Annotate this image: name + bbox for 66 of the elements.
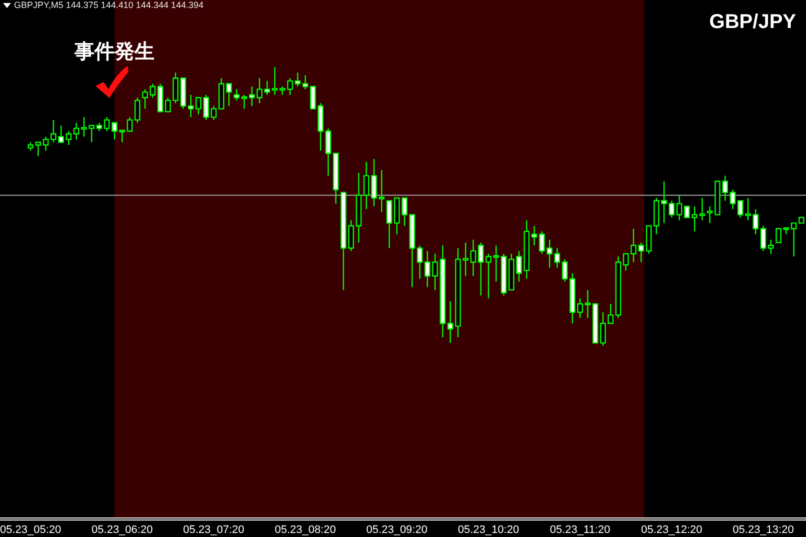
candlestick: [478, 242, 484, 296]
candlestick: [28, 142, 34, 152]
candlestick: [668, 200, 675, 218]
x-tick-label: 05.23_12:20: [641, 524, 702, 536]
x-tick-label: 05.23_05:20: [0, 524, 62, 536]
candlestick: [157, 83, 164, 112]
candlestick: [73, 122, 80, 140]
candlestick: [440, 244, 446, 338]
candlestick: [798, 216, 804, 224]
candlestick: [42, 136, 49, 152]
candlestick: [126, 116, 133, 132]
candlestick: [325, 128, 332, 176]
candlestick: [737, 200, 744, 218]
x-tick-label: 05.23_08:20: [274, 524, 336, 536]
x-tick-label: 05.23_13:20: [732, 524, 794, 536]
candlestick: [699, 197, 706, 221]
candlestick: [356, 172, 362, 244]
candlestick: [218, 78, 224, 110]
text: GBPJPY,M5 144.375 144.410 144.344 144.394: [14, 0, 204, 10]
candlestick: [150, 83, 156, 98]
candlestick: [409, 214, 416, 288]
candlestick: [416, 244, 423, 280]
candlestick: [790, 222, 797, 258]
candlestick: [134, 97, 140, 124]
candlestick: [615, 256, 622, 318]
candlestick: [554, 248, 560, 268]
chart-title: GBP/JPY: [709, 11, 797, 33]
candlestick: [447, 300, 454, 344]
candlestick: [500, 253, 507, 296]
candlestick: [584, 289, 591, 318]
candlestick: [241, 94, 248, 110]
candlestick: [531, 225, 538, 246]
candlestick: [470, 239, 476, 277]
candlestick: [676, 194, 682, 221]
x-tick-label: 05.23_07:20: [183, 524, 244, 536]
candlestick: [730, 189, 736, 210]
candlestick: [272, 66, 278, 96]
x-tick-label: 05.23_11:20: [550, 524, 610, 536]
candlestick: [592, 303, 598, 344]
x-tick-label: 05.23_06:20: [92, 524, 153, 536]
candlestick: [302, 74, 308, 90]
candlestick: [104, 116, 110, 132]
text: 事件発生: [73, 41, 154, 63]
candlestick: [188, 94, 194, 118]
candlestick: [264, 80, 270, 96]
candlestick: [332, 152, 339, 204]
candlestick: [142, 88, 148, 110]
x-tick-label: 05.23_09:20: [366, 524, 428, 536]
candlestick: [226, 83, 232, 107]
candlestick: [96, 122, 102, 132]
candlestick: [562, 258, 568, 282]
candlestick: [180, 78, 186, 110]
candlestick: [783, 227, 790, 235]
candlestick: [294, 72, 301, 88]
candlestick: [776, 228, 782, 244]
candlestick: [35, 142, 42, 157]
candlestick: [524, 220, 530, 280]
candlestick: [386, 200, 392, 249]
candlestick: [760, 225, 766, 252]
candlestick: [66, 130, 72, 146]
candlestick: [210, 105, 217, 121]
candlestick: [706, 206, 713, 224]
x-tick-label: 05.23_10:20: [458, 524, 520, 536]
candlestick: [234, 88, 240, 102]
candlestick: [646, 225, 652, 254]
candlestick: [768, 239, 774, 254]
